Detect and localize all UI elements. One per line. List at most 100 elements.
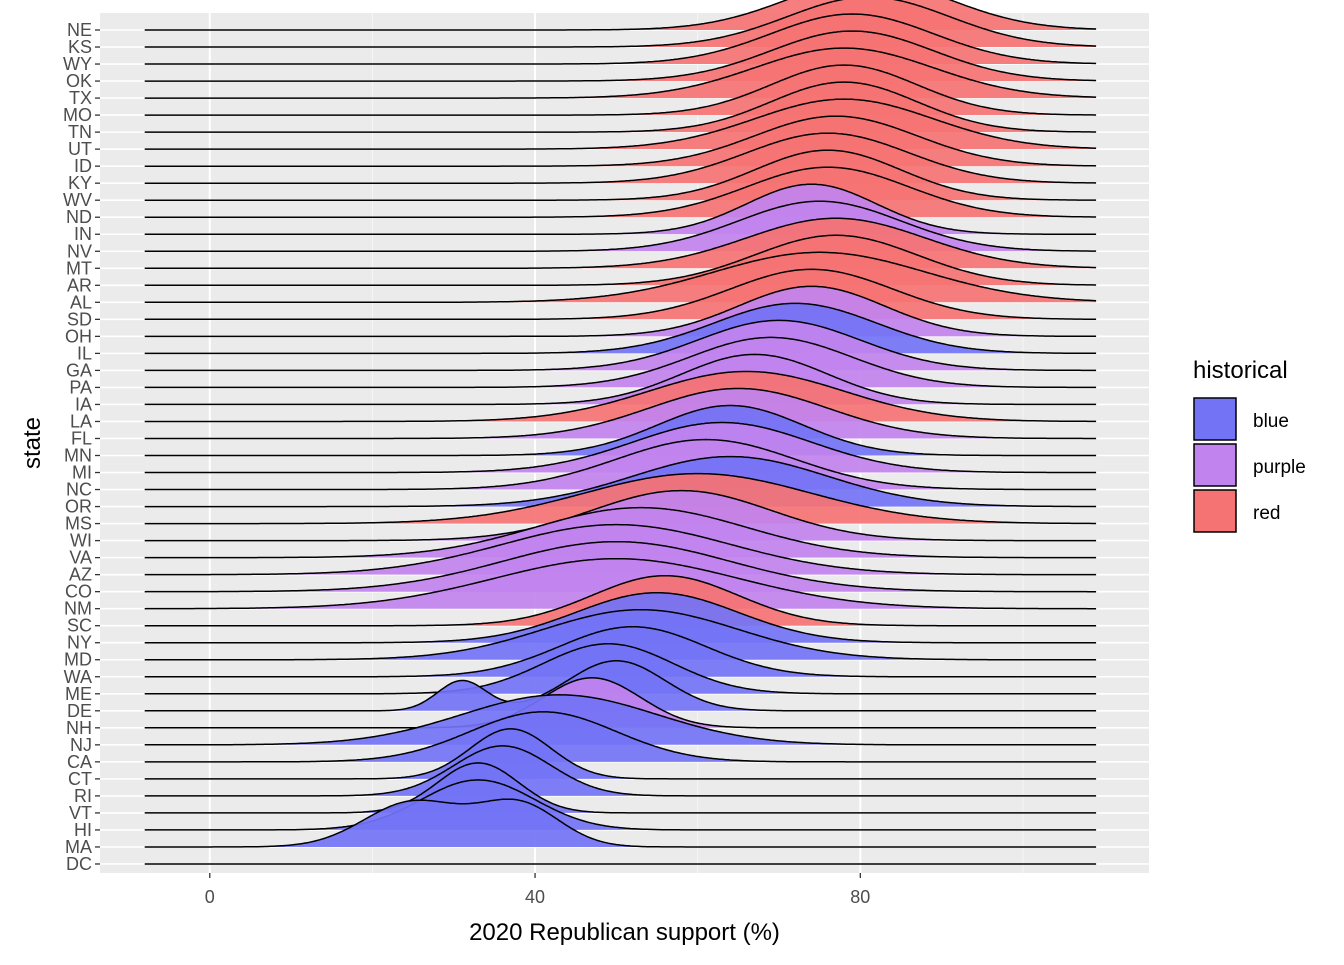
ridge-outline xyxy=(144,574,1097,627)
ridge-outline xyxy=(144,404,1097,457)
legend-label: red xyxy=(1253,503,1280,524)
y-tick-label: MA xyxy=(65,837,92,857)
y-tick-label: OR xyxy=(65,497,92,517)
ridge-hi xyxy=(144,779,1097,831)
ridge-ca xyxy=(144,711,1097,763)
y-tick-label: DC xyxy=(66,854,92,874)
legend-label: blue xyxy=(1253,411,1289,432)
y-tick-label: VA xyxy=(69,548,92,568)
y-tick-label: NY xyxy=(67,633,92,653)
ridge-outline xyxy=(144,626,1097,678)
ridge-outline xyxy=(144,489,1097,542)
ridge-outline xyxy=(144,319,1097,372)
ridges xyxy=(144,0,1097,865)
y-tick-label: AZ xyxy=(69,565,92,585)
ridge-area xyxy=(144,371,1097,422)
ridge-pa xyxy=(144,336,1097,389)
ridge-ma xyxy=(144,798,1097,848)
ridge-area xyxy=(144,320,1097,371)
y-tick-label: PA xyxy=(69,377,92,397)
y-tick-label: MS xyxy=(65,514,92,534)
y-tick-label: WI xyxy=(70,531,92,551)
ridge-outline xyxy=(144,591,1097,644)
ridge-area xyxy=(144,337,1097,388)
y-tick-label: SC xyxy=(67,616,92,636)
y-tick-label: TX xyxy=(69,88,92,108)
ridge-outline xyxy=(144,745,1097,797)
ridge-outline xyxy=(144,149,1097,201)
ridge-ms xyxy=(144,472,1097,525)
y-tick-label: DE xyxy=(67,701,92,721)
y-tick-label: NV xyxy=(67,241,92,261)
y-tick-label: IN xyxy=(74,224,92,244)
ridge-outline xyxy=(144,472,1097,525)
ridge-outline xyxy=(144,779,1097,831)
ridge-outline xyxy=(144,30,1097,82)
y-tick-label: SD xyxy=(67,309,92,329)
legend-label: purple xyxy=(1253,457,1306,478)
ridge-outline xyxy=(144,234,1097,287)
ridge-vt xyxy=(144,762,1097,814)
ridge-outline xyxy=(144,711,1097,763)
ridge-outline xyxy=(144,660,1097,712)
ridge-outline xyxy=(144,370,1097,423)
legend-key-purple xyxy=(1193,443,1237,487)
ridge-outline xyxy=(144,64,1097,116)
y-tick-label: ND xyxy=(66,207,92,227)
ridge-outline xyxy=(144,608,1097,661)
ridge-outline xyxy=(144,387,1097,440)
ridge-outline xyxy=(144,166,1097,218)
ridge-outline xyxy=(144,217,1097,270)
y-tick-label: NM xyxy=(64,599,92,619)
ridge-outline xyxy=(144,353,1097,406)
ridge-outline xyxy=(144,643,1097,695)
y-tick-label: MO xyxy=(63,105,92,125)
y-tick-label: ID xyxy=(74,156,92,176)
y-tick-label: ME xyxy=(65,684,92,704)
y-tick-label: RI xyxy=(74,786,92,806)
y-tick-label: OH xyxy=(65,326,92,346)
ridge-outline xyxy=(144,728,1097,780)
ridge-outline xyxy=(144,183,1097,235)
ridge-ri xyxy=(144,745,1097,797)
ridge-outline xyxy=(144,251,1097,304)
y-tick-label: WA xyxy=(64,667,92,687)
ridge-outline xyxy=(144,438,1097,491)
y-tick-label: FL xyxy=(71,428,92,448)
ridge-outline xyxy=(144,47,1097,99)
ridge-area xyxy=(144,677,1097,728)
x-axis-ticks: 0 40 80 xyxy=(205,873,870,907)
legend-key-blue xyxy=(1193,397,1237,441)
ridge-outline xyxy=(144,523,1097,576)
ridge-area xyxy=(144,694,1097,745)
x-axis-title: 2020 Republican support (%) xyxy=(469,919,780,946)
ridge-mi xyxy=(144,421,1097,474)
y-axis-title: state xyxy=(19,417,46,469)
y-tick-label: MD xyxy=(64,650,92,670)
y-tick-label: IA xyxy=(75,394,92,414)
y-tick-label: TN xyxy=(68,122,92,142)
ridge-outline xyxy=(144,762,1097,814)
ridge-nj xyxy=(144,694,1097,746)
ridge-outline xyxy=(144,540,1097,593)
y-tick-label: LA xyxy=(70,411,92,431)
ridge-outline xyxy=(144,13,1097,65)
x-tick-label: 80 xyxy=(850,887,870,907)
y-tick-label: IL xyxy=(77,343,92,363)
y-tick-label: NJ xyxy=(70,735,92,755)
ridge-nh xyxy=(144,677,1097,729)
y-tick-label: KS xyxy=(68,37,92,57)
ridge-outline xyxy=(144,285,1097,338)
ridge-la xyxy=(144,370,1097,423)
ridge-area xyxy=(144,473,1097,524)
ridge-outline xyxy=(144,302,1097,355)
y-tick-label: HI xyxy=(74,820,92,840)
ridge-outline xyxy=(144,81,1097,133)
y-tick-label: AL xyxy=(70,292,92,312)
ridge-ct xyxy=(144,728,1097,780)
ridge-area xyxy=(144,439,1097,490)
ridge-outline xyxy=(144,200,1097,253)
ridge-outline xyxy=(144,694,1097,746)
